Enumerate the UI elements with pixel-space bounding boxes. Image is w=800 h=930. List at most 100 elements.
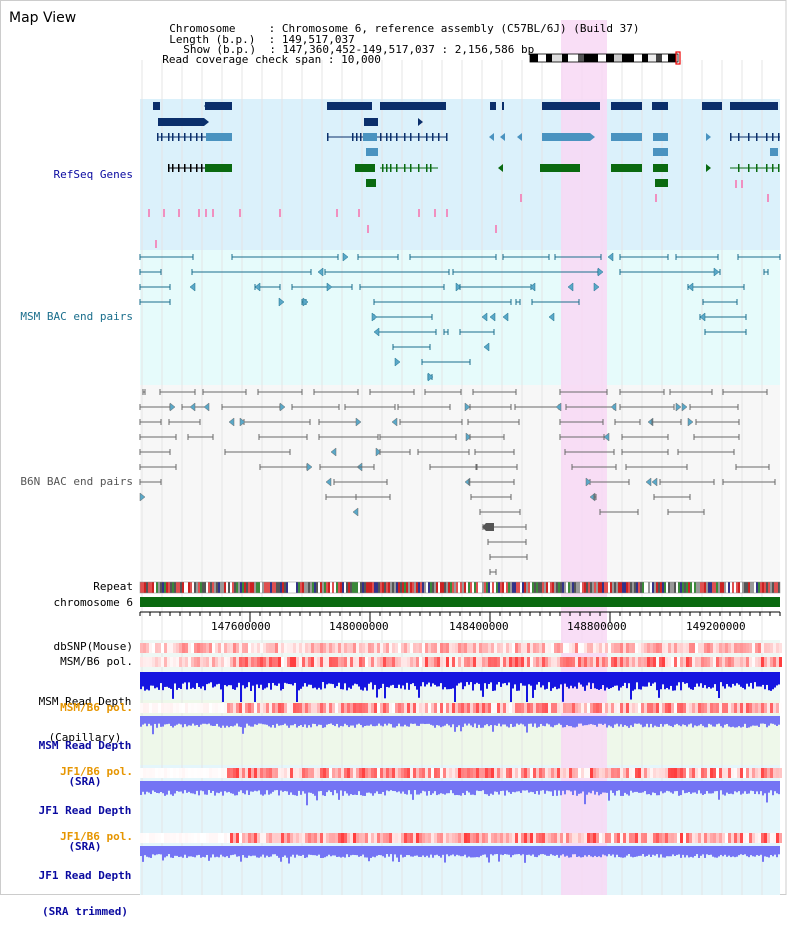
polymorphism-cell (521, 833, 524, 843)
polymorphism-cell (170, 703, 173, 713)
read-depth-bar (668, 781, 670, 792)
read-depth-bar (708, 716, 710, 724)
polymorphism-cell (320, 768, 323, 778)
polymorphism-cell (623, 833, 626, 843)
gene-arrow (500, 133, 505, 141)
polymorphism-cell (377, 643, 380, 653)
read-depth-bar (168, 781, 170, 791)
read-depth-bar (428, 781, 430, 792)
polymorphism-cell (473, 657, 476, 667)
genome-map-canvas[interactable] (0, 0, 800, 895)
repeat-element (722, 582, 724, 593)
polymorphism-cell (548, 643, 551, 653)
read-depth-bar (724, 781, 726, 796)
read-depth-bar (328, 846, 330, 855)
polymorphism-cell (770, 833, 773, 843)
polymorphism-cell (392, 643, 395, 653)
read-depth-bar (550, 846, 552, 855)
polymorphism-cell (560, 657, 563, 667)
bac-end-arrow (465, 432, 472, 442)
repeat-element (442, 582, 444, 593)
read-depth-bar (390, 672, 392, 686)
read-depth-bar (482, 672, 484, 697)
polymorphism-cell (527, 833, 530, 843)
polymorphism-cell (665, 643, 668, 653)
read-depth-bar (528, 672, 530, 685)
polymorphism-cell (200, 703, 203, 713)
ideogram-band (598, 54, 606, 62)
read-depth-bar (538, 781, 540, 795)
polymorphism-cell (395, 643, 398, 653)
read-depth-bar (698, 716, 700, 726)
repeat-element (766, 582, 768, 593)
repeat-element (316, 582, 318, 593)
read-depth-bar (382, 716, 384, 727)
repeat-element (384, 582, 386, 593)
polymorphism-cell (368, 657, 371, 667)
polymorphism-cell (227, 657, 230, 667)
read-depth-bar (366, 846, 368, 858)
polymorphism-cell (599, 833, 602, 843)
read-depth-bar (524, 716, 526, 727)
label-refseq-genes[interactable]: RefSeq Genes (53, 168, 133, 181)
repeat-element (496, 582, 498, 593)
repeat-element (256, 582, 258, 593)
read-depth-bar (728, 781, 730, 794)
polymorphism-cell (761, 703, 764, 713)
read-depth-bar (722, 846, 724, 857)
repeat-element (582, 582, 584, 593)
read-depth-bar (382, 781, 384, 792)
read-depth-bar (264, 781, 266, 795)
polymorphism-cell (623, 703, 626, 713)
read-depth-bar (272, 672, 274, 683)
polymorphism-cell (590, 643, 593, 653)
repeat-element (226, 582, 228, 593)
polymorphism-cell (221, 657, 224, 667)
label-msm-bac[interactable]: MSM BAC end pairs (20, 310, 133, 323)
read-depth-bar (548, 846, 550, 856)
polymorphism-cell (758, 657, 761, 667)
read-depth-bar (322, 781, 324, 796)
read-depth-bar (570, 781, 572, 792)
read-depth-bar (178, 672, 180, 688)
read-depth-bar (276, 716, 278, 724)
polymorphism-cell (155, 703, 158, 713)
read-depth-bar (712, 781, 714, 794)
polymorphism-cell (482, 768, 485, 778)
read-depth-bar (518, 781, 520, 792)
polymorphism-cell (212, 768, 215, 778)
gene-exon (410, 133, 412, 141)
refseq-marker (520, 194, 522, 202)
read-depth-bar (250, 716, 252, 727)
read-depth-bar (580, 716, 582, 724)
polymorphism-cell (305, 768, 308, 778)
polymorphism-cell (479, 643, 482, 653)
repeat-element (378, 582, 380, 593)
polymorphism-cell (560, 643, 563, 653)
read-depth-bar (662, 716, 664, 727)
polymorphism-cell (740, 768, 743, 778)
read-depth-bar (694, 781, 696, 793)
repeat-element (412, 582, 414, 593)
read-depth-bar (316, 846, 318, 856)
read-depth-bar (164, 781, 166, 796)
polymorphism-cell (551, 768, 554, 778)
polymorphism-cell (320, 643, 323, 653)
read-depth-bar (466, 846, 468, 858)
read-depth-bar (672, 716, 674, 728)
read-depth-bar (454, 781, 456, 796)
polymorphism-cell (368, 833, 371, 843)
polymorphism-cell (578, 768, 581, 778)
polymorphism-cell (323, 643, 326, 653)
repeat-element (494, 582, 496, 593)
polymorphism-cell (155, 833, 158, 843)
read-depth-bar (386, 716, 388, 726)
polymorphism-cell (371, 657, 374, 667)
read-depth-bar (524, 672, 526, 686)
repeat-element (228, 582, 230, 593)
polymorphism-cell (614, 643, 617, 653)
ruler-tick-label: 147600000 (211, 620, 271, 633)
label-b6n-bac[interactable]: B6N BAC end pairs (20, 475, 133, 488)
read-depth-bar (374, 672, 376, 685)
read-depth-bar (420, 716, 422, 724)
